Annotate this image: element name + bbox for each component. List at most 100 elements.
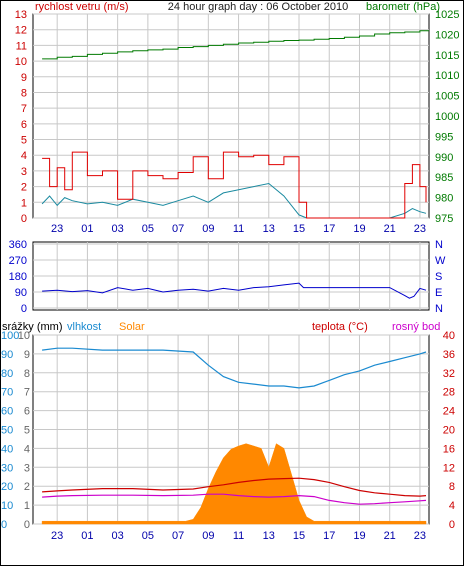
rain-tick-label: 7: [24, 387, 30, 399]
wind-gust-line: [42, 151, 427, 219]
wind-tick-label: 9: [21, 72, 27, 84]
wind-pressure-panel: 0123456789101112139759809859909951000100…: [15, 9, 460, 235]
graph-title: 24 hour graph day : 06 October 2010: [168, 1, 348, 13]
x-tick-label: 01: [81, 223, 93, 235]
humidity-tick-label: 30: [1, 462, 13, 474]
x-tick-label: 17: [323, 530, 335, 542]
pressure-tick-label: 1020: [435, 29, 459, 41]
wind-tick-label: 11: [16, 40, 27, 52]
temperature-axis-label: teplota (°C): [312, 321, 368, 333]
humidity-tick-label: 80: [1, 368, 13, 380]
humidity-axis-label: vlhkost: [67, 321, 101, 333]
pressure-tick-label: 1025: [435, 9, 459, 21]
x-tick-label: 19: [353, 223, 365, 235]
rain-tick-label: 0: [24, 519, 30, 531]
rain-tick-label: 5: [24, 425, 30, 437]
wind-tick-label: 12: [15, 25, 27, 37]
x-tick-label: 05: [142, 530, 154, 542]
dewpoint-axis-label: rosný bod: [392, 321, 440, 333]
humidity-tick-label: 70: [1, 387, 13, 399]
pressure-tick-label: 990: [435, 152, 453, 164]
temperature-tick-label: 40: [443, 330, 455, 342]
wind-tick-label: 2: [21, 182, 27, 194]
solar-area: [41, 443, 427, 525]
rain-tick-label: 10: [18, 330, 30, 342]
rain-tick-label: 2: [24, 481, 30, 493]
compass-tick-label: E: [435, 287, 442, 299]
x-tick-label: 23: [414, 530, 426, 542]
humidity-tick-label: 60: [1, 406, 13, 418]
wind-tick-label: 6: [21, 119, 27, 131]
x-tick-label: 01: [81, 530, 93, 542]
compass-tick-label: N: [435, 239, 443, 251]
pressure-tick-label: 1015: [435, 50, 459, 62]
x-tick-label: 05: [142, 223, 154, 235]
pressure-tick-label: 995: [435, 131, 453, 143]
x-tick-label: 03: [112, 223, 124, 235]
rain-tick-label: 6: [24, 406, 30, 418]
direction-tick-label: 270: [9, 255, 27, 267]
rain-tick-label: 8: [24, 368, 30, 380]
direction-tick-label: 180: [9, 271, 27, 283]
wind-tick-label: 5: [21, 135, 27, 147]
wind-tick-label: 8: [21, 87, 27, 99]
pressure-tick-label: 1005: [435, 91, 459, 103]
x-tick-label: 19: [353, 530, 365, 542]
solar-axis-label: Solar: [119, 321, 145, 333]
rain-axis-label: srážky (mm): [2, 321, 63, 333]
x-tick-label: 23: [414, 223, 426, 235]
compass-tick-label: S: [435, 271, 442, 283]
rain-tick-label: 4: [24, 443, 30, 455]
x-tick-label: 11: [233, 223, 244, 235]
x-tick-label: 07: [172, 530, 184, 542]
pressure-tick-label: 980: [435, 193, 453, 205]
compass-tick-label: N: [435, 303, 443, 315]
x-tick-label: 07: [172, 223, 184, 235]
x-tick-label: 11: [233, 530, 244, 542]
x-tick-label: 03: [112, 530, 124, 542]
direction-tick-label: 0: [21, 303, 27, 315]
temperature-tick-label: 12: [443, 462, 455, 474]
x-tick-label: 09: [202, 223, 214, 235]
pressure-tick-label: 1010: [435, 70, 459, 82]
humidity-tick-label: 90: [1, 349, 13, 361]
wind-axis-label: rychlost vetru (m/s): [35, 1, 129, 13]
x-tick-label: 23: [51, 530, 63, 542]
humidity-tick-label: 10: [1, 500, 13, 512]
x-tick-label: 13: [263, 223, 275, 235]
rain-tick-label: 3: [24, 462, 30, 474]
x-tick-label: 23: [51, 223, 63, 235]
wind-tick-label: 1: [21, 197, 27, 209]
x-tick-label: 09: [202, 530, 214, 542]
temperature-tick-label: 0: [449, 519, 455, 531]
temperature-line: [42, 477, 427, 497]
pressure-tick-label: 1000: [435, 111, 459, 123]
compass-tick-label: W: [435, 255, 446, 267]
x-tick-label: 21: [384, 530, 396, 542]
humidity-tick-label: 40: [1, 443, 13, 455]
plot-area: [32, 13, 430, 219]
x-tick-label: 15: [293, 530, 305, 542]
temperature-tick-label: 32: [443, 368, 455, 380]
rain-tick-label: 9: [24, 349, 30, 361]
temperature-tick-label: 20: [443, 425, 455, 437]
wind-tick-label: 7: [21, 103, 27, 115]
humidity-tick-label: 0: [1, 519, 7, 531]
rain-tick-label: 1: [24, 500, 30, 512]
pressure-tick-label: 975: [435, 213, 453, 225]
direction-tick-label: 90: [15, 287, 27, 299]
humidity-tick-label: 100: [1, 330, 19, 342]
x-tick-label: 17: [323, 223, 335, 235]
temperature-tick-label: 8: [449, 481, 455, 493]
x-tick-label: 15: [293, 223, 305, 235]
direction-tick-label: 360: [9, 239, 27, 251]
temperature-tick-label: 16: [443, 443, 455, 455]
wind-tick-label: 4: [21, 150, 27, 162]
dewpoint-line: [42, 493, 427, 505]
wind-tick-label: 0: [21, 213, 27, 225]
temperature-tick-label: 28: [443, 387, 455, 399]
temperature-tick-label: 36: [443, 349, 455, 361]
humidity-tick-label: 50: [1, 425, 13, 437]
